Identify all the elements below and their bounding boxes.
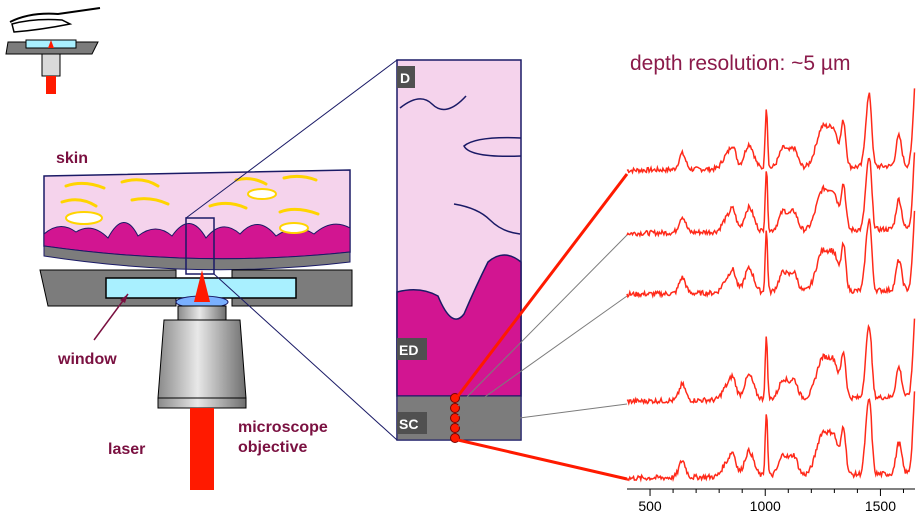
laser-focus-cone bbox=[194, 270, 210, 302]
raman-spectra bbox=[626, 88, 916, 483]
microscope-objective-label-line2: objective bbox=[238, 439, 307, 456]
enlarged-cross-section: D ED SC bbox=[396, 59, 522, 443]
skin-sample bbox=[43, 169, 351, 275]
measurement-point bbox=[450, 393, 460, 403]
stratum-corneum-layer bbox=[43, 245, 351, 271]
window-label: window bbox=[57, 351, 117, 368]
chart-title: depth resolution: ~5 µm bbox=[630, 52, 850, 75]
measurement-point bbox=[450, 413, 460, 423]
x-tick-label: 1500 bbox=[865, 498, 896, 514]
enlarged-epidermis bbox=[396, 254, 522, 397]
laser-label: laser bbox=[108, 441, 145, 458]
measurement-point bbox=[450, 433, 460, 443]
zoom-region bbox=[185, 217, 215, 275]
x-tick-label: 1000 bbox=[750, 498, 781, 514]
window-pointer bbox=[93, 293, 129, 341]
sample-stage bbox=[39, 269, 353, 309]
spectrum-connector-lines bbox=[456, 173, 629, 481]
layer-sc-label: SC bbox=[399, 416, 418, 432]
spectrum-line bbox=[626, 318, 916, 406]
microscope-objective bbox=[157, 305, 247, 409]
spectrum-line bbox=[626, 391, 916, 483]
x-tick-label: 500 bbox=[638, 498, 662, 514]
spectrum-line bbox=[626, 152, 916, 238]
measurement-point bbox=[450, 423, 460, 433]
measurement-points bbox=[450, 393, 460, 443]
measurement-point bbox=[450, 403, 460, 413]
spectrum-line bbox=[626, 210, 916, 299]
hand-on-device-icon bbox=[5, 7, 101, 94]
skin-label: skin bbox=[56, 150, 88, 167]
laser-beam bbox=[190, 408, 214, 490]
microscope-objective-label-line1: microscope bbox=[238, 419, 328, 436]
zoom-projection-lines bbox=[185, 59, 398, 441]
x-axis-ticks: 500 1000 1500 bbox=[638, 489, 904, 514]
spectrum-line bbox=[626, 88, 916, 175]
layer-d-label: D bbox=[400, 70, 410, 86]
layer-ed-label: ED bbox=[399, 342, 418, 358]
